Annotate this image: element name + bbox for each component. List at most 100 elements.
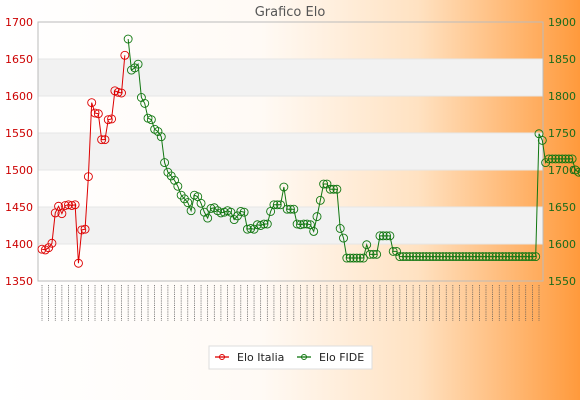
data-point xyxy=(70,200,80,210)
data-point xyxy=(292,219,302,229)
y-left-tick-label: 1500 xyxy=(5,164,33,177)
legend-box xyxy=(208,345,373,370)
data-point xyxy=(206,204,216,213)
legend: Elo Italia Elo FIDE xyxy=(208,345,373,370)
background-band xyxy=(38,207,543,244)
data-point xyxy=(415,252,425,262)
legend-dot-elo-italia xyxy=(219,354,225,360)
data-point xyxy=(60,201,70,210)
data-point xyxy=(425,252,435,262)
data-point xyxy=(458,252,468,262)
y-left-tick-label: 1650 xyxy=(5,53,33,66)
data-point xyxy=(103,115,113,125)
data-point xyxy=(478,252,488,262)
data-point xyxy=(282,204,292,214)
data-point xyxy=(259,219,269,229)
data-point xyxy=(355,253,365,263)
y-right-tick-label: 1850 xyxy=(548,53,576,66)
data-point xyxy=(83,172,93,182)
data-point xyxy=(160,158,170,168)
data-point xyxy=(196,198,206,208)
y-left-tick-label: 1350 xyxy=(5,275,33,288)
data-point xyxy=(322,179,332,189)
data-point xyxy=(577,168,580,177)
data-point xyxy=(269,200,279,210)
data-point xyxy=(315,195,325,205)
data-point xyxy=(464,252,474,262)
data-point xyxy=(521,252,531,262)
data-point xyxy=(335,224,345,233)
y-right-tick-label: 1700 xyxy=(548,164,576,177)
background-band xyxy=(38,59,543,96)
data-point xyxy=(226,207,236,217)
data-point xyxy=(557,154,567,164)
data-point xyxy=(289,204,299,214)
data-point xyxy=(44,243,54,253)
data-point xyxy=(372,249,382,259)
data-point xyxy=(547,154,557,164)
data-point xyxy=(279,182,289,192)
y-right-tick-label: 1550 xyxy=(548,275,576,288)
data-point xyxy=(133,59,143,69)
data-point xyxy=(544,154,554,164)
data-point xyxy=(488,252,498,262)
data-point xyxy=(156,132,166,142)
data-point xyxy=(517,252,527,262)
data-point xyxy=(123,34,133,44)
data-point xyxy=(531,252,541,262)
data-point xyxy=(329,184,339,194)
y-right-tick-label: 1800 xyxy=(548,90,576,103)
data-point xyxy=(183,198,193,208)
y-right-tick-label: 1650 xyxy=(548,201,576,214)
data-point xyxy=(37,244,47,254)
data-point xyxy=(203,213,213,223)
y-left-tick-label: 1550 xyxy=(5,127,33,140)
y-left-tick-label: 1400 xyxy=(5,238,33,251)
y-axis-left-ticks: 1350 1400 1450 1500 1550 1600 1650 1700 xyxy=(5,16,33,288)
data-point xyxy=(186,206,196,216)
y-left-tick-label: 1600 xyxy=(5,90,33,103)
data-point xyxy=(332,184,342,194)
background-band xyxy=(38,133,543,170)
data-point xyxy=(246,224,256,233)
data-point xyxy=(402,252,411,262)
data-point xyxy=(405,252,415,262)
data-point xyxy=(484,252,494,262)
legend-label-elo-fide: Elo FIDE xyxy=(319,351,364,364)
data-point xyxy=(428,252,438,262)
data-point xyxy=(64,200,73,210)
data-point xyxy=(411,252,421,262)
data-point xyxy=(491,252,501,262)
data-point xyxy=(309,226,319,236)
data-point xyxy=(501,252,511,262)
data-point xyxy=(107,114,117,124)
data-point xyxy=(511,252,521,262)
y-right-tick-label: 1600 xyxy=(548,238,576,251)
data-point xyxy=(146,115,156,125)
data-point xyxy=(554,154,564,164)
data-point xyxy=(242,224,252,234)
data-point xyxy=(537,135,547,145)
data-point xyxy=(319,179,329,189)
series-elo-fide xyxy=(123,34,580,263)
data-point xyxy=(239,207,249,217)
data-point xyxy=(438,252,448,262)
data-point xyxy=(382,231,392,241)
data-point xyxy=(236,206,246,216)
data-point xyxy=(441,252,451,262)
data-point xyxy=(166,171,176,181)
data-point xyxy=(385,231,395,241)
data-point xyxy=(551,154,561,164)
data-point xyxy=(378,231,388,241)
data-point xyxy=(302,219,312,229)
data-point xyxy=(272,200,282,210)
data-point xyxy=(80,224,90,234)
data-point xyxy=(421,252,431,262)
data-point xyxy=(73,258,83,268)
data-point xyxy=(567,154,577,164)
y-right-tick-label: 1900 xyxy=(548,16,576,29)
series-elo-italia xyxy=(37,50,130,268)
y-left-tick-label: 1450 xyxy=(5,201,33,214)
data-point xyxy=(392,246,401,256)
